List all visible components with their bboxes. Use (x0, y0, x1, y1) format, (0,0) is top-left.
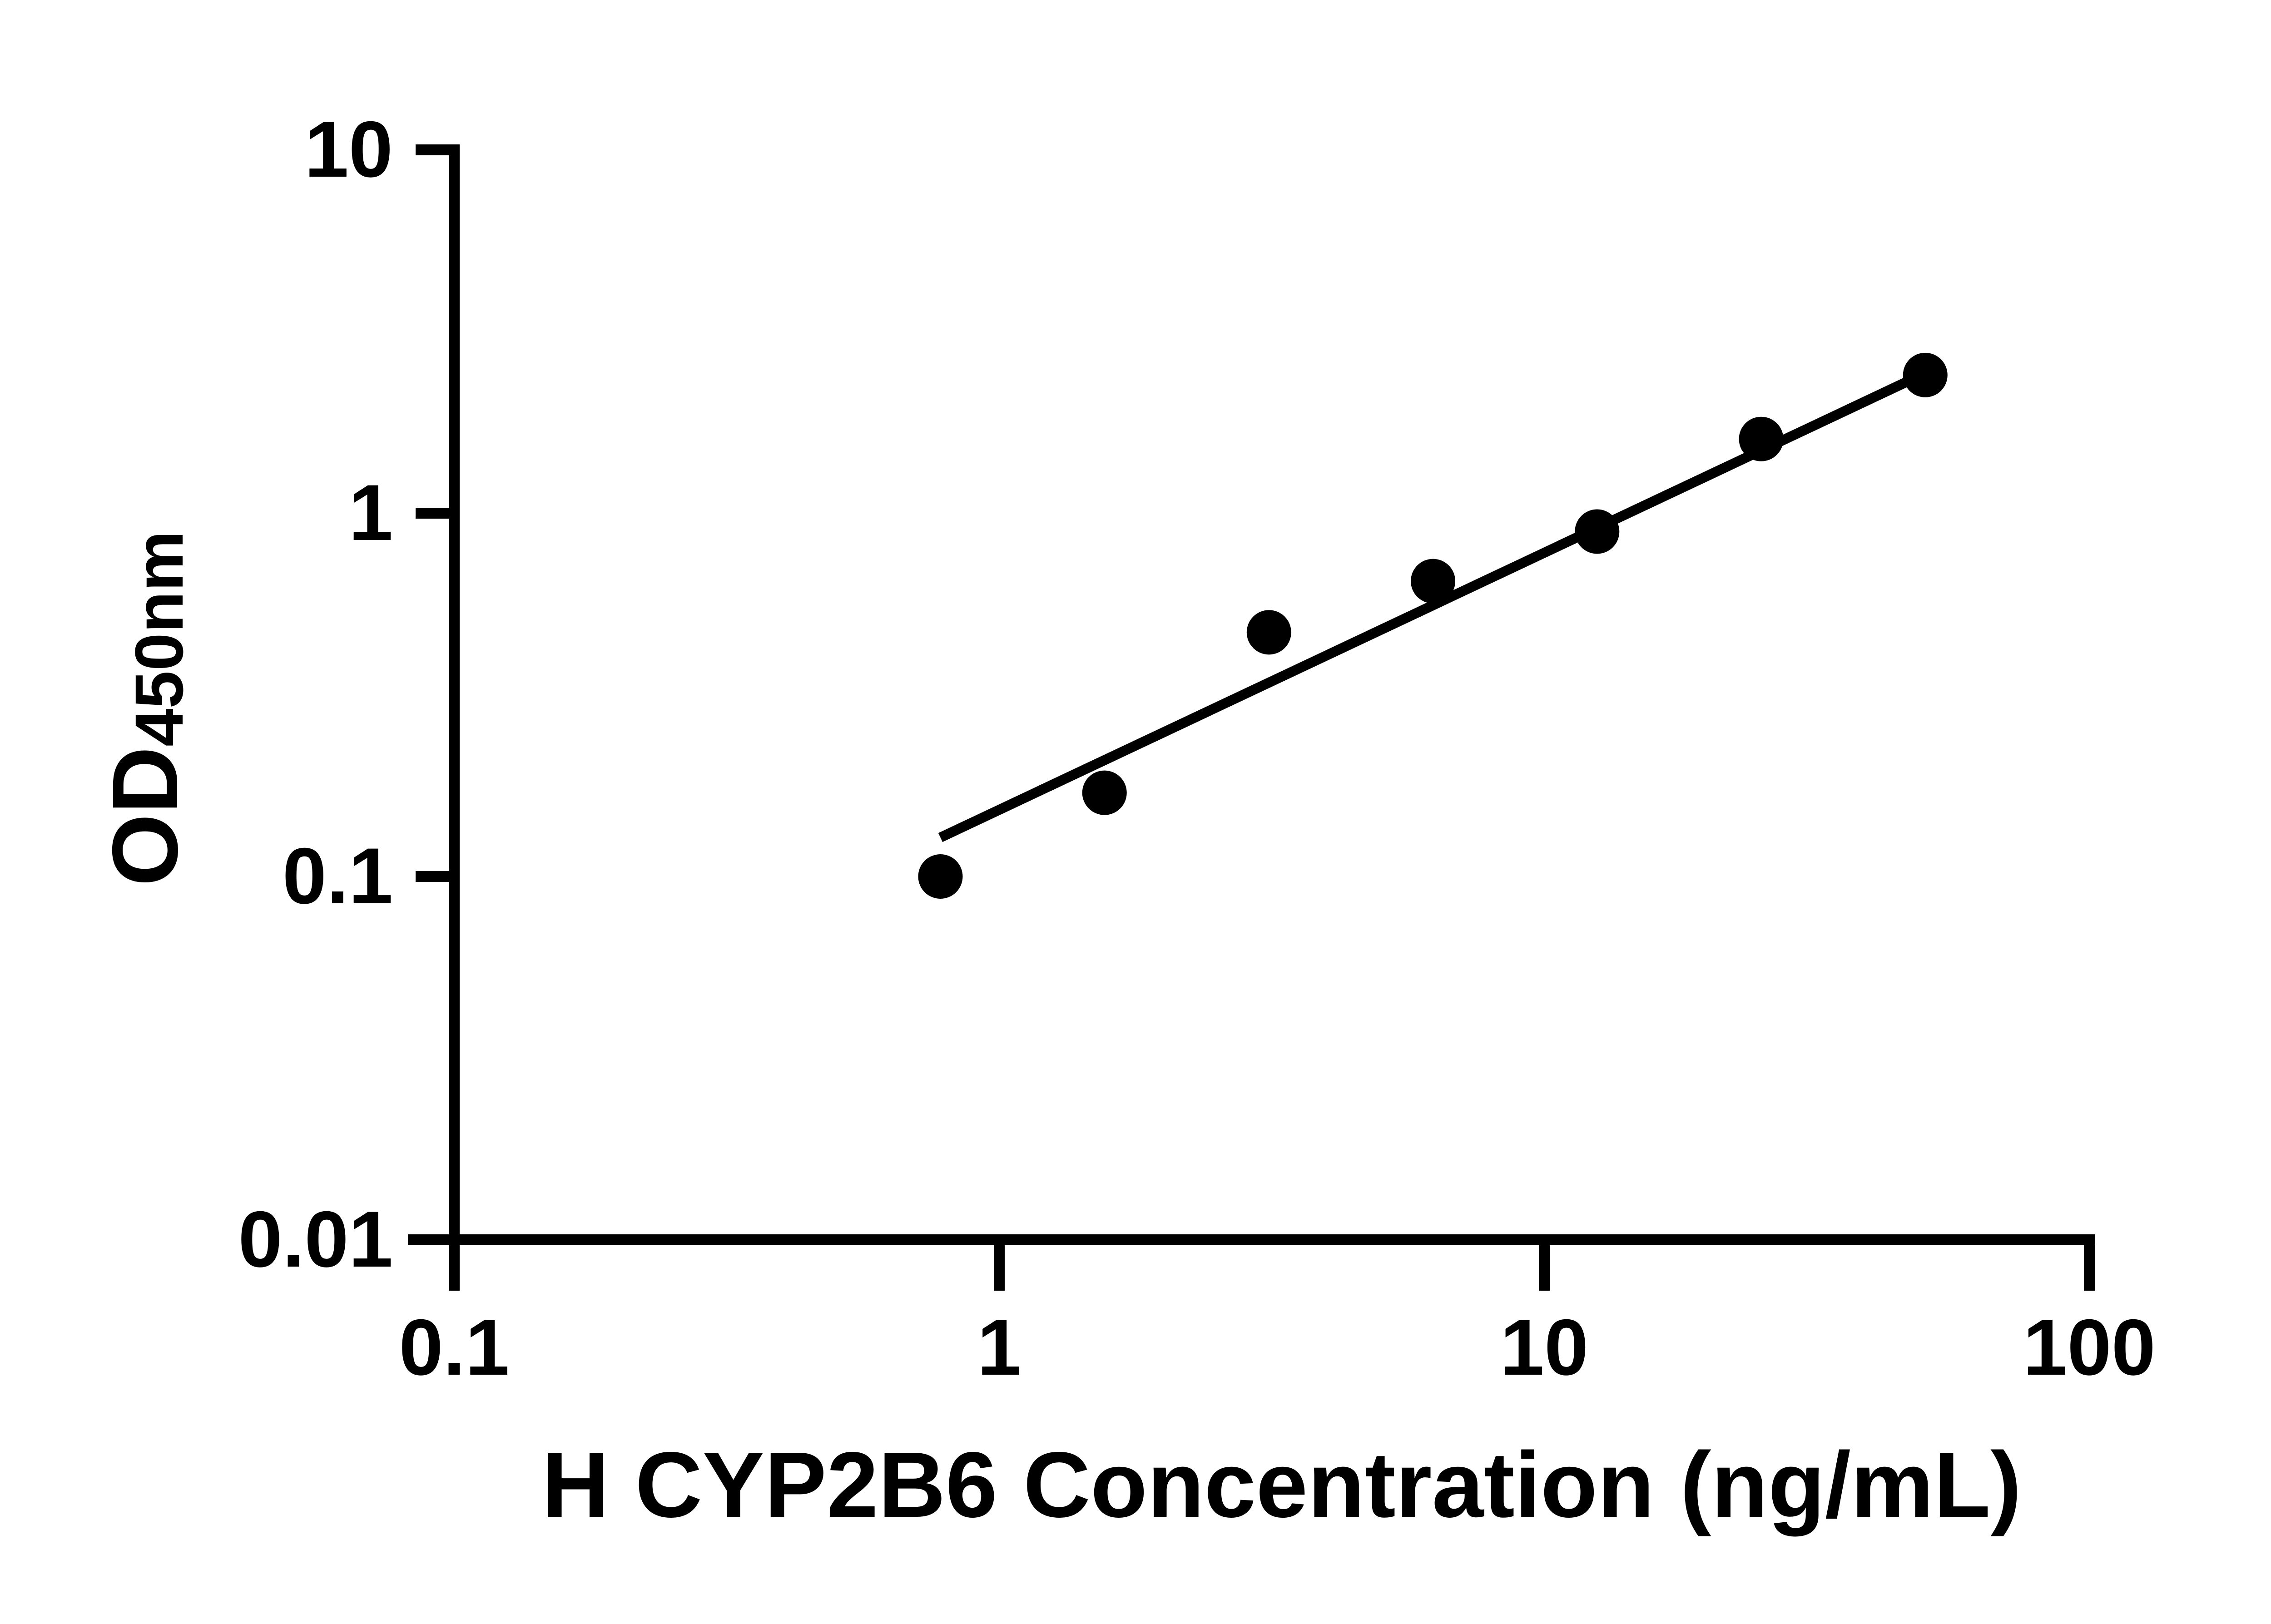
data-point (918, 854, 963, 899)
data-point (1903, 352, 1948, 397)
x-tick-label: 10 (1500, 1303, 1589, 1392)
x-tick-mark (449, 1245, 460, 1291)
data-point (1082, 770, 1127, 815)
data-point (1246, 610, 1291, 655)
y-tick-label: 0.1 (282, 832, 393, 921)
x-axis-title: H CYP2B6 Concentration (ng/mL) (542, 1433, 2022, 1537)
y-tick-mark (416, 871, 454, 882)
y-tick-mark (416, 508, 454, 519)
y-axis-title: OD450nm (86, 345, 204, 1072)
y-tick-label: 0.01 (238, 1195, 393, 1284)
y-tick-label: 1 (348, 469, 393, 557)
x-tick-label: 1 (977, 1303, 1021, 1392)
y-tick-label: 10 (304, 105, 393, 194)
x-tick-label: 100 (2023, 1303, 2156, 1392)
data-point (1575, 509, 1620, 554)
y-axis-line (449, 144, 460, 1286)
y-axis-title-sub: 450nm (121, 530, 197, 747)
y-tick-mark (416, 1234, 454, 1245)
x-axis-line (408, 1234, 2095, 1245)
x-tick-mark (1539, 1245, 1550, 1291)
x-tick-label: 0.1 (399, 1303, 510, 1392)
y-tick-mark (416, 144, 454, 155)
x-tick-mark (994, 1245, 1005, 1291)
data-point (1411, 559, 1456, 604)
data-point (1739, 416, 1784, 461)
x-tick-mark (2084, 1245, 2095, 1291)
